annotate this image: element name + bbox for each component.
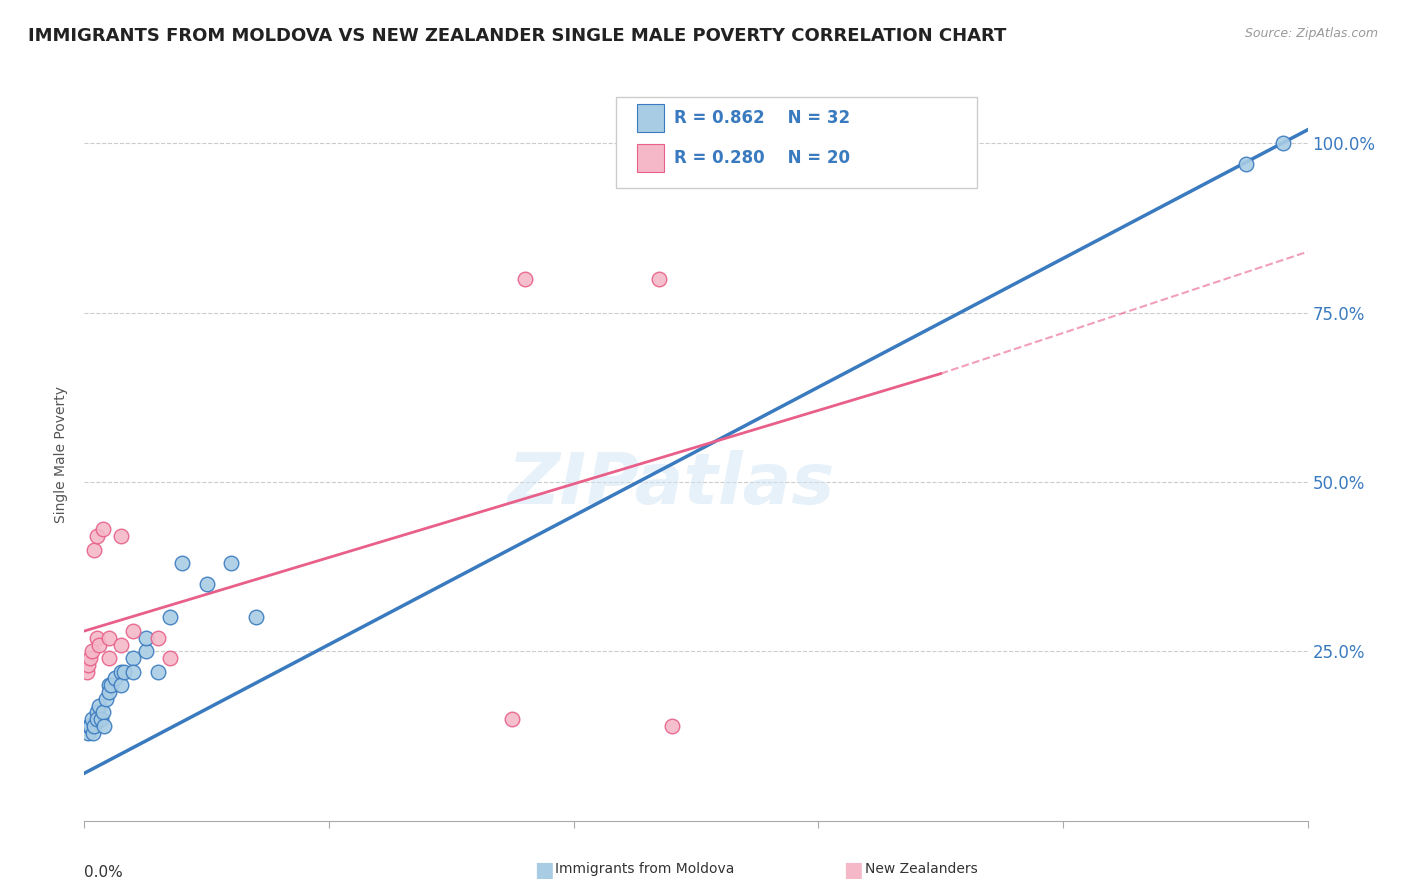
Point [110, 529, 132, 543]
Text: R = 0.862    N = 32: R = 0.862 N = 32 [673, 109, 851, 128]
Point [83, 542, 105, 557]
Point [104, 672, 127, 686]
Text: Immigrants from Moldova: Immigrants from Moldova [555, 862, 735, 876]
Point [110, 678, 132, 692]
Point [76, 665, 98, 679]
Text: ■: ■ [534, 860, 554, 880]
Point [513, 272, 536, 286]
Point [77, 719, 100, 733]
FancyBboxPatch shape [637, 104, 664, 132]
Point [93, 719, 115, 733]
Point [135, 644, 157, 658]
Point [135, 631, 157, 645]
Point [1236, 157, 1258, 171]
Point [86, 712, 108, 726]
Point [502, 712, 524, 726]
FancyBboxPatch shape [616, 96, 977, 188]
Point [97, 631, 120, 645]
Point [245, 610, 267, 624]
Text: IMMIGRANTS FROM MOLDOVA VS NEW ZEALANDER SINGLE MALE POVERTY CORRELATION CHART: IMMIGRANTS FROM MOLDOVA VS NEW ZEALANDER… [28, 27, 1007, 45]
Point [82, 725, 104, 739]
Point [96, 691, 118, 706]
Point [110, 665, 132, 679]
Point [79, 719, 101, 733]
Point [97, 651, 120, 665]
Point [77, 725, 100, 739]
Point [219, 556, 242, 570]
Point [90, 712, 112, 726]
Point [122, 651, 145, 665]
Point [97, 678, 120, 692]
Point [87, 638, 110, 652]
Point [112, 665, 135, 679]
Point [195, 576, 218, 591]
Point [648, 272, 671, 286]
Text: ■: ■ [844, 860, 863, 880]
Point [80, 644, 103, 658]
Point [122, 624, 145, 638]
Point [159, 610, 181, 624]
Point [91, 523, 114, 537]
Text: Source: ZipAtlas.com: Source: ZipAtlas.com [1244, 27, 1378, 40]
Text: 0.0%: 0.0% [84, 864, 124, 880]
Point [159, 651, 181, 665]
Point [86, 706, 108, 720]
Point [86, 631, 108, 645]
Point [87, 698, 110, 713]
Point [79, 651, 101, 665]
Point [77, 657, 100, 672]
Point [86, 529, 108, 543]
Point [661, 719, 683, 733]
Point [110, 638, 132, 652]
Text: R = 0.280    N = 20: R = 0.280 N = 20 [673, 149, 851, 167]
Point [100, 678, 122, 692]
Y-axis label: Single Male Poverty: Single Male Poverty [55, 386, 69, 524]
Point [122, 665, 145, 679]
Point [80, 712, 103, 726]
Text: New Zealanders: New Zealanders [865, 862, 977, 876]
Point [91, 706, 114, 720]
Point [172, 556, 194, 570]
Point [83, 719, 105, 733]
FancyBboxPatch shape [637, 144, 664, 171]
Text: ZIPatlas: ZIPatlas [508, 450, 835, 518]
Point [1272, 136, 1295, 151]
Point [146, 631, 169, 645]
Point [97, 685, 120, 699]
Point [146, 665, 169, 679]
